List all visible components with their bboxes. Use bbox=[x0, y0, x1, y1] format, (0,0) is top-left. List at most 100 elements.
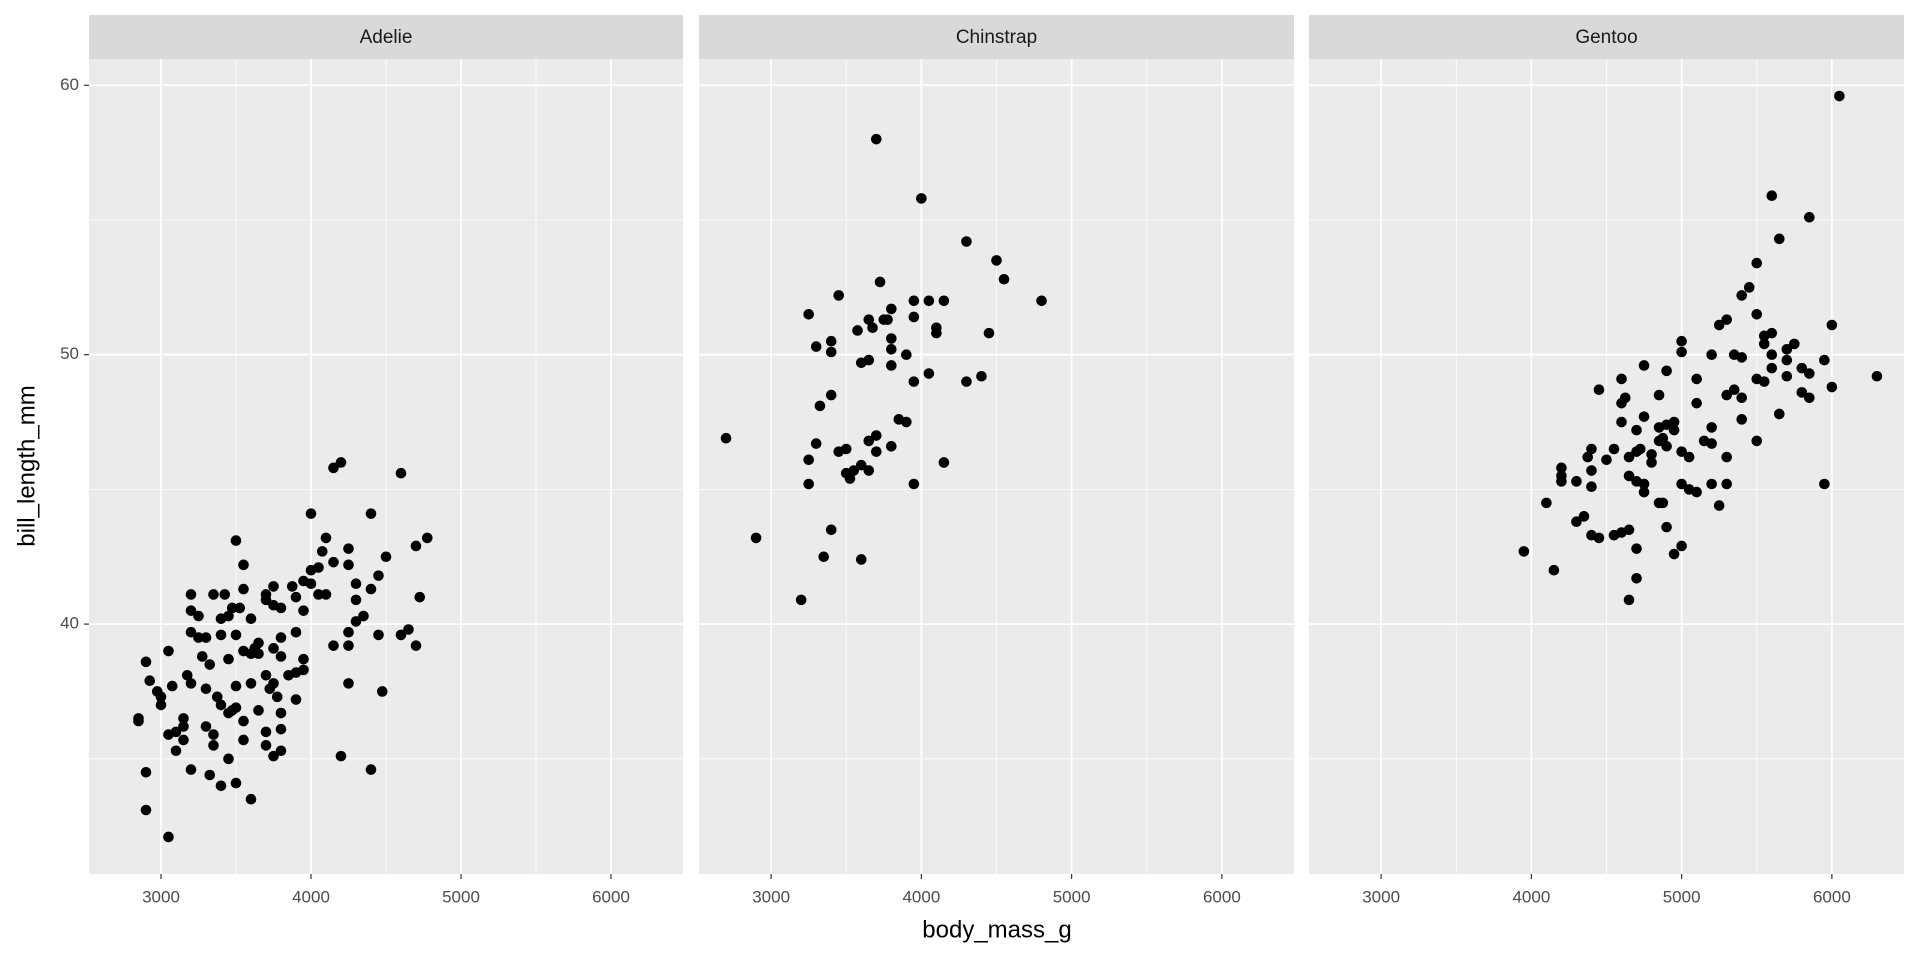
point bbox=[290, 694, 302, 705]
point bbox=[867, 322, 878, 334]
point bbox=[403, 624, 414, 635]
point bbox=[1638, 411, 1650, 422]
point bbox=[938, 295, 950, 307]
point bbox=[1616, 373, 1627, 385]
point bbox=[1586, 465, 1597, 476]
point bbox=[1713, 319, 1725, 331]
point bbox=[961, 236, 972, 247]
point bbox=[1676, 478, 1687, 490]
point bbox=[855, 459, 867, 471]
point bbox=[421, 532, 433, 544]
point bbox=[380, 551, 392, 563]
point bbox=[185, 626, 197, 638]
point bbox=[193, 610, 204, 622]
point bbox=[253, 648, 264, 660]
point bbox=[1631, 543, 1642, 554]
point bbox=[223, 653, 234, 665]
point bbox=[200, 632, 212, 643]
point bbox=[1676, 335, 1687, 347]
point bbox=[260, 726, 272, 738]
point bbox=[1657, 432, 1669, 444]
point bbox=[1646, 449, 1657, 460]
point bbox=[1691, 397, 1702, 409]
point bbox=[170, 745, 182, 757]
point bbox=[1834, 90, 1845, 102]
point bbox=[1781, 370, 1793, 382]
point bbox=[238, 559, 249, 571]
point bbox=[976, 370, 987, 382]
point bbox=[1623, 594, 1635, 606]
point bbox=[268, 678, 279, 689]
point bbox=[1582, 451, 1594, 463]
point bbox=[1608, 443, 1620, 455]
point bbox=[803, 308, 814, 320]
point bbox=[163, 831, 174, 843]
point bbox=[908, 295, 920, 307]
point bbox=[305, 508, 317, 519]
point bbox=[908, 376, 920, 387]
point bbox=[373, 570, 384, 581]
point bbox=[1713, 500, 1725, 511]
point bbox=[825, 389, 837, 401]
point bbox=[1638, 486, 1650, 498]
point bbox=[1706, 478, 1717, 490]
strip-background bbox=[1309, 15, 1904, 59]
x-tick-label: 6000 bbox=[592, 887, 630, 906]
point bbox=[410, 540, 422, 552]
point bbox=[335, 750, 347, 762]
point bbox=[350, 578, 362, 589]
point bbox=[328, 556, 339, 568]
point bbox=[931, 327, 942, 339]
point bbox=[223, 610, 234, 622]
point bbox=[1586, 481, 1597, 493]
point bbox=[1571, 476, 1582, 487]
point bbox=[1518, 546, 1530, 557]
point bbox=[350, 616, 362, 627]
point bbox=[870, 446, 882, 457]
point bbox=[320, 589, 332, 600]
point bbox=[1676, 346, 1687, 358]
point bbox=[343, 678, 354, 689]
point bbox=[365, 583, 377, 595]
point bbox=[245, 793, 257, 805]
point bbox=[818, 551, 830, 563]
point bbox=[1736, 392, 1748, 404]
point bbox=[1616, 416, 1627, 428]
point bbox=[204, 659, 216, 670]
point bbox=[1804, 211, 1815, 223]
point bbox=[938, 457, 950, 468]
point bbox=[208, 589, 219, 600]
point bbox=[328, 640, 339, 651]
point bbox=[901, 349, 912, 360]
point bbox=[1826, 381, 1838, 393]
point bbox=[886, 360, 897, 371]
point bbox=[1631, 424, 1642, 436]
point bbox=[1773, 408, 1785, 420]
point bbox=[166, 680, 178, 692]
point bbox=[1691, 486, 1702, 498]
point bbox=[298, 664, 309, 676]
point bbox=[185, 605, 197, 616]
point bbox=[275, 651, 287, 662]
point bbox=[245, 678, 257, 689]
point bbox=[230, 777, 242, 789]
point bbox=[320, 532, 332, 544]
point bbox=[901, 416, 912, 428]
point bbox=[365, 508, 377, 519]
point bbox=[1676, 446, 1687, 457]
point bbox=[1758, 338, 1770, 350]
point bbox=[1657, 497, 1669, 509]
point bbox=[238, 715, 249, 727]
point bbox=[219, 589, 231, 600]
x-tick-label: 3000 bbox=[1362, 887, 1400, 906]
point bbox=[271, 691, 283, 703]
point bbox=[848, 465, 860, 476]
x-axis-title: body_mass_g bbox=[922, 916, 1071, 943]
point bbox=[1804, 368, 1815, 379]
point bbox=[810, 341, 822, 352]
point bbox=[163, 645, 174, 657]
point bbox=[155, 691, 167, 703]
point bbox=[286, 581, 298, 592]
point bbox=[825, 346, 837, 358]
